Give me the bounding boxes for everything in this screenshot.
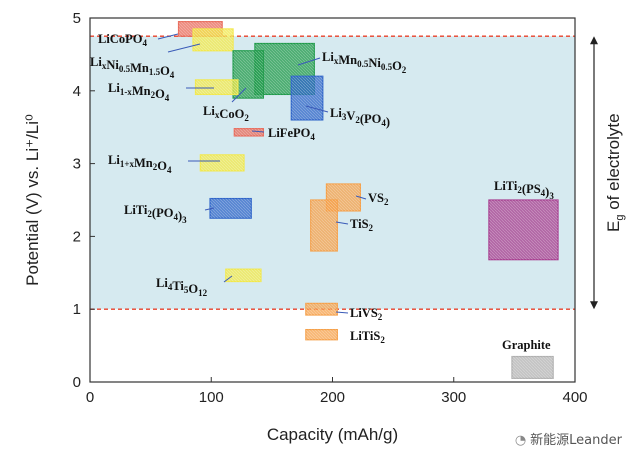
y-tick-label: 4 [73,83,81,100]
leader-li3v2-po4 [305,105,329,113]
label-vs2: VS2 [368,191,389,207]
leader-vs2 [355,195,367,200]
label-graphite: Graphite [502,338,551,352]
box-hatch-livs2 [305,303,338,316]
watermark: ◔ 新能源Leander [515,429,622,448]
y-tick-label: 3 [73,156,81,173]
wechat-icon: ◔ [514,433,527,448]
leader-lixni0-5mn1-5o4 [167,43,201,53]
window-label: Eg of electrolyte [604,113,626,232]
leader-lixmn0-5ni0-5o2 [297,57,321,66]
x-tick-label: 300 [441,389,466,406]
label-licopo4: LiCoPO4 [98,32,147,48]
electrolyte-window-band [90,36,575,310]
window-arrow-down [590,301,598,310]
box-hatch-li1-xmn2o4 [200,154,244,171]
x-tick-label: 400 [562,389,587,406]
axes-layer: 0 100 200 300 400 0 1 2 3 4 5 Capacity (mAh/g) Poten… [23,10,588,444]
label-tis2: TiS2 [350,217,374,233]
window-arrow-up [590,36,598,45]
box-hatch-graphite [511,356,554,379]
material-boxes-layer [177,21,559,379]
leader-liti2-po4-3 [204,207,215,211]
window-arrow-layer: Eg of electrolyte [590,36,626,310]
leader-li4ti5o12 [223,275,233,283]
x-tick-label: 200 [320,389,345,406]
label-lixmn0-5ni0-5o2: LixMn0.5Ni0.5O2 [322,50,407,75]
label-lixni0-5mn1-5o4: LixNi0.5Mn1.5O4 [90,55,175,80]
box-hatch-li3v2-po4 [291,76,323,120]
label-li1-xmn2o4: Li1-xMn2O4 [108,81,170,103]
box-hatch-lixni0-5mn1-5o4 [193,28,234,51]
y-tick-label: 2 [73,228,81,245]
y-tick-label: 1 [73,301,81,318]
box-hatch-li4ti5o12 [225,269,261,282]
material-labels-layer: LiCoPO4 LixNi0.5Mn1.5O4 LixMn0.5Ni0.5O2 Lix… [90,32,554,352]
watermark-text: 新能源Leander [530,433,622,448]
y-tick-label: 5 [73,10,81,27]
label-litis2: LiTiS2 [350,329,385,345]
y-axis-title: Potential (V) vs. Li⁺/Li⁰ [23,114,42,286]
electrolyte-window-layer [90,35,575,310]
label-li4ti5o12: Li4Ti5O12 [156,276,208,298]
box-hatch-litis2 [305,329,338,340]
leader-lifepo4 [251,130,265,133]
label-li1-xmn2o4: Li1+xMn2O4 [108,153,172,175]
leader-licopo4 [157,33,179,40]
leader-lixcoo2 [231,87,247,103]
x-tick-label: 0 [86,389,94,406]
label-lixcoo2: LixCoO2 [203,104,249,123]
leader-livs2 [335,311,349,314]
box-hatch-liti2-ps4-3 [488,200,559,260]
x-axis-title: Capacity (mAh/g) [267,425,398,444]
box-hatch-lifepo4 [234,128,264,136]
x-tick-label: 100 [199,389,224,406]
label-liti2-po4-3: LiTi2(PO4)3 [124,203,187,225]
label-livs2: LiVS2 [350,306,383,322]
label-lifepo4: LiFePO4 [268,126,315,142]
label-li3v2-po4: Li3V2(PO4) [330,106,390,129]
box-hatch-tis2 [310,200,338,251]
leader-tis2 [335,221,349,225]
box-hatch-liti2-po4-3 [210,198,252,219]
box-hatch-li1-xmn2o4 [195,79,238,95]
label-liti2-ps4-3: LiTi2(PS4)3 [494,179,554,201]
y-tick-label: 0 [73,374,81,391]
